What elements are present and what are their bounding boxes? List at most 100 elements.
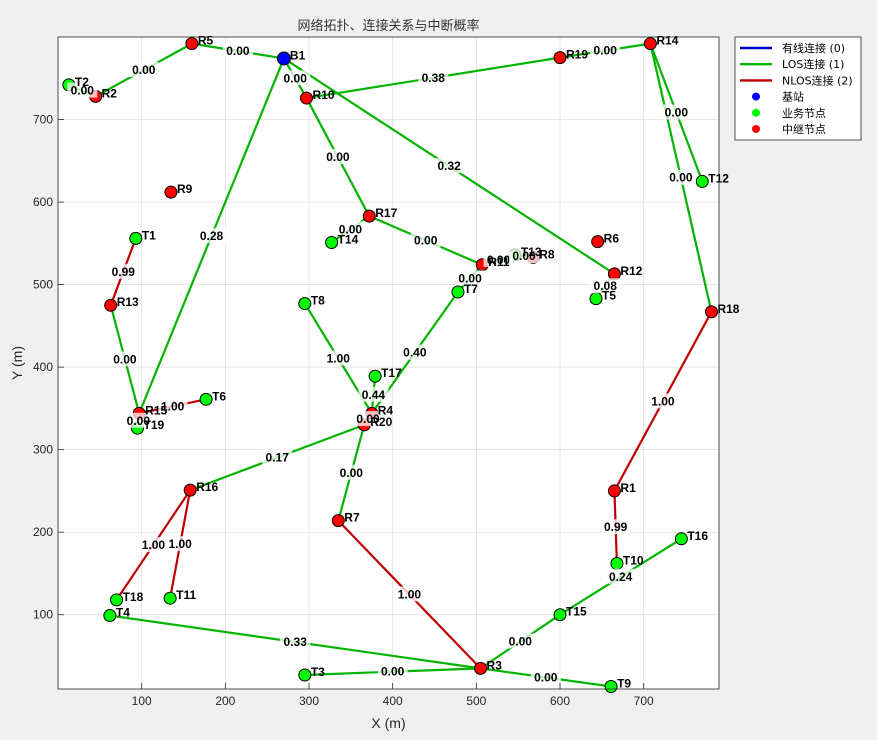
node-T11	[163, 591, 177, 605]
node-T8	[298, 297, 312, 311]
edge-outage-label: 0.24	[609, 570, 633, 584]
node-label: T11	[176, 588, 196, 602]
edge-label-background	[165, 536, 196, 552]
node-label: R3	[487, 658, 503, 672]
node-R1	[607, 484, 621, 498]
node-label: R13	[117, 295, 139, 309]
edge-outage-label: 0.08	[594, 279, 618, 293]
edge-outage-label: 0.00	[594, 44, 618, 58]
node-label: T17	[381, 366, 402, 380]
edge-outage-label: 0.00	[226, 44, 250, 58]
edge-outage-label: 0.00	[356, 412, 380, 426]
node-label: R15	[145, 403, 167, 417]
node-R6	[591, 235, 605, 249]
grid	[58, 37, 719, 689]
edge-labels: 0.000.000.000.00 0.380.000.000.001.000.99…	[67, 42, 696, 685]
x-axis-label: X (m)	[371, 715, 405, 731]
legend-entry-label: LOS连接 (1)	[782, 58, 844, 71]
node-label: R11	[488, 255, 510, 269]
edge-label-background	[600, 519, 631, 535]
axes-box	[57, 36, 720, 690]
node-label: R17	[375, 206, 397, 220]
edge-label-background	[418, 69, 449, 85]
edge-label-background	[399, 344, 430, 360]
edge-outage-label: 1.00	[161, 399, 185, 413]
node-label: T7	[464, 282, 478, 296]
edge-outage-label: 0.00	[512, 249, 536, 263]
node-label: R2	[102, 86, 118, 100]
edge-outage-label: 0.00	[132, 63, 156, 77]
node-label: T13	[521, 245, 542, 259]
x-tick-label: 400	[383, 694, 403, 708]
y-tick-label: 200	[33, 525, 53, 539]
node-label: R10	[313, 88, 335, 102]
edge-outage-label: 0.00	[326, 150, 350, 164]
node-label: T19	[143, 418, 164, 432]
edge-label-background	[647, 393, 678, 409]
edge-label-background	[280, 70, 311, 86]
edge-outage-label: 0.00	[534, 670, 558, 684]
edge-outage-label: 0.00	[339, 222, 363, 236]
edge-label-background	[157, 398, 188, 414]
edge-outage-label: 0.00	[381, 665, 405, 679]
edge-label-background	[665, 169, 696, 185]
node-R5	[185, 37, 199, 51]
y-tick-label: 700	[33, 113, 53, 127]
edge-outage-label: 0.00	[665, 106, 689, 120]
edge-outage-label: 0.99	[604, 520, 628, 534]
node-T7	[451, 285, 465, 299]
edge-outage-label: 0.00	[284, 71, 308, 85]
edge-outage-label: 1.00	[327, 351, 351, 365]
node-label: R4	[378, 403, 394, 417]
legend-marker-swatch	[752, 92, 760, 101]
x-tick-label: 300	[299, 694, 319, 708]
legend-box	[734, 36, 862, 141]
y-tick-label: 500	[33, 278, 53, 292]
edge-label-background	[196, 227, 227, 243]
edge-label-background	[67, 82, 98, 98]
node-label: T4	[116, 606, 130, 620]
edge-label-background	[262, 449, 293, 465]
node-label: T16	[687, 529, 708, 543]
node-label: B1	[290, 48, 306, 62]
x-tick-label: 700	[634, 694, 654, 708]
node-labels: B1 R1 R2 R3 R4 R5 R6 R7 R8 R9 R10 R11 R12 R13 R14 R15 R1…	[75, 34, 740, 691]
node-R14	[643, 37, 657, 51]
node-T9	[604, 680, 618, 694]
node-label: R5	[198, 34, 214, 48]
x-tick-label: 200	[215, 694, 235, 708]
node-label: R7	[344, 511, 360, 525]
node-R10	[300, 91, 314, 105]
node-T10	[610, 557, 624, 571]
edge-label-background	[336, 464, 367, 480]
edge-outage-label: 0.28	[200, 229, 224, 243]
edge-label-background	[483, 251, 514, 267]
edge-outage-label: 0.00	[414, 233, 438, 247]
node-label: T15	[566, 605, 587, 619]
node-T17	[368, 369, 382, 383]
y-tick-label: 600	[33, 195, 53, 209]
legend-entry-label: 有线连接 (0)	[782, 41, 845, 55]
edge-outage-label: 0.32	[437, 159, 461, 173]
edge-outage-label: 0.44	[362, 388, 386, 402]
edge-label-background	[377, 663, 408, 679]
edge-outage-label: 0.99	[112, 265, 136, 279]
x-tick-label: 100	[132, 694, 152, 708]
legend-entry-label: 业务节点	[782, 107, 826, 120]
node-B1	[276, 51, 291, 66]
edge-outage-label: 1.00	[142, 538, 166, 552]
edge-label-background	[138, 536, 169, 552]
edge-label-background	[434, 158, 465, 174]
legend-entry-label: 基站	[782, 90, 804, 104]
node-label: T5	[602, 289, 616, 303]
node-T15	[553, 608, 567, 622]
edge-label-background	[322, 149, 353, 165]
node-R3	[474, 661, 488, 675]
edge-label-background	[280, 633, 311, 649]
node-label: R8	[539, 247, 555, 261]
node-label: T8	[311, 294, 325, 308]
y-tick-label: 100	[33, 608, 53, 622]
node-T18	[110, 593, 124, 607]
